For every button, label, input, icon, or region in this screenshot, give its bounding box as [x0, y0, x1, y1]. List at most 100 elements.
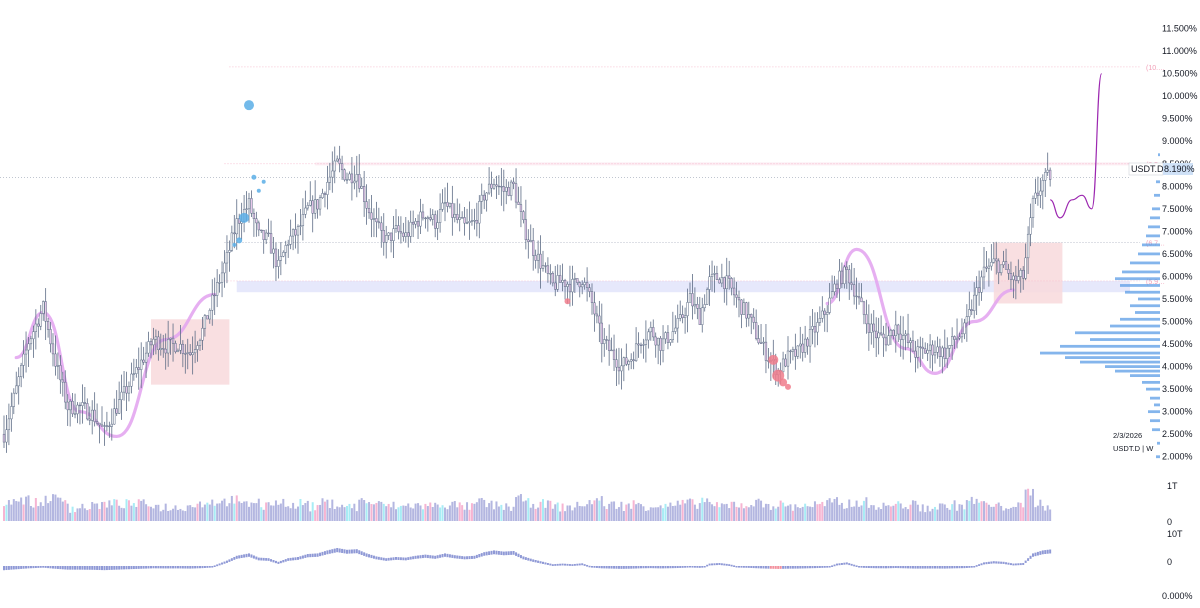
oscillator-bar	[493, 550, 495, 555]
candle-body	[159, 348, 162, 350]
candle-body	[997, 260, 1000, 274]
volume-bar	[951, 504, 954, 521]
profile-bar	[1158, 153, 1160, 157]
oscillator-bar	[485, 551, 488, 556]
oscillator-bar	[431, 555, 434, 559]
oscillator-bar	[108, 566, 111, 570]
oscillator-bar	[409, 556, 412, 560]
oscillator-bar	[787, 566, 789, 569]
volume-bar	[407, 503, 410, 521]
oscillator-bar	[593, 566, 596, 568]
volume-bar	[434, 502, 437, 521]
profile-bar	[1090, 338, 1160, 341]
oscillator-bar	[929, 566, 932, 569]
oscillator-bar	[49, 566, 52, 569]
candle-body	[1009, 273, 1013, 280]
oscillator-bar	[439, 554, 442, 558]
candle-body	[147, 341, 150, 354]
volume-bar	[919, 511, 922, 521]
oscillator-bar	[274, 560, 277, 564]
volume-bar	[916, 504, 919, 521]
candle-body	[617, 366, 621, 372]
candle-body	[441, 202, 444, 210]
volume-bar	[478, 498, 481, 521]
candle-body	[274, 248, 278, 267]
oscillator-bar	[701, 566, 704, 568]
y-tick-label: 6.000%	[1162, 271, 1193, 281]
volume-bar	[720, 503, 723, 521]
volume-bar	[397, 507, 400, 521]
volume-bar	[747, 507, 750, 521]
oscillator-bar	[728, 564, 731, 566]
candle-body	[15, 385, 18, 394]
candle-body	[169, 337, 172, 340]
volume-bar	[282, 498, 285, 521]
candle-body	[42, 301, 45, 314]
volume-bar	[91, 502, 94, 521]
volume-bar	[850, 506, 853, 521]
volume-bar	[140, 500, 143, 521]
oscillator-bar	[69, 566, 72, 570]
oscillator-bar	[201, 566, 204, 569]
volume-bar	[250, 502, 253, 521]
candle-body	[323, 193, 327, 195]
volume-bar	[764, 503, 767, 521]
oscillator-bar	[826, 566, 829, 568]
candle-body	[416, 220, 420, 227]
oscillator-bar	[510, 551, 513, 555]
candle-body	[696, 304, 699, 309]
oscillator-bar	[64, 566, 67, 570]
candle-body	[470, 220, 474, 222]
oscillator-bar	[836, 563, 838, 566]
volume-bar	[640, 504, 642, 521]
oscillator-bar	[186, 566, 189, 569]
oscillator-bar	[488, 551, 491, 556]
volume-bar	[152, 508, 155, 521]
volume-bar	[279, 503, 282, 521]
oscillator-bar	[338, 548, 341, 553]
oscillator-bar	[875, 566, 878, 569]
oscillator-bar	[622, 566, 625, 569]
volume-bar	[446, 509, 449, 521]
y-tick-label: 6.500%	[1162, 249, 1193, 259]
oscillator-bar	[564, 563, 567, 566]
oscillator-bar	[348, 549, 351, 554]
volume-bar	[399, 505, 402, 521]
oscillator-bar	[42, 566, 45, 568]
volume-bar	[429, 502, 432, 521]
candle-body	[551, 273, 554, 284]
oscillator-bar	[865, 566, 868, 568]
candle-body	[818, 318, 822, 323]
volume-bar	[10, 504, 13, 521]
candle-body	[510, 181, 513, 196]
oscillator-bar	[1036, 551, 1039, 556]
volume-pane	[3, 488, 1052, 521]
candle-body	[1022, 269, 1025, 279]
oscillator-bar	[32, 566, 35, 569]
oscillator-bar	[191, 566, 194, 569]
oscillator-bar	[323, 551, 326, 555]
oscillator-bar	[963, 566, 966, 569]
volume-bar	[86, 510, 89, 521]
volume-bar	[826, 500, 829, 521]
volume-bar	[29, 506, 32, 521]
candle-body	[1036, 192, 1040, 196]
volume-bar	[897, 501, 900, 521]
candle-body	[451, 203, 454, 218]
profile-bar	[1138, 252, 1160, 256]
candle-body	[193, 349, 197, 354]
candle-body	[943, 347, 946, 359]
oscillator-bar	[199, 566, 201, 569]
volume-bar	[453, 501, 456, 521]
candle-body	[1039, 190, 1042, 196]
oscillator-bar	[174, 566, 177, 569]
oscillator-bar	[470, 555, 473, 559]
candle-body	[919, 346, 922, 348]
volume-bar	[742, 508, 745, 521]
candle-body	[916, 346, 920, 358]
oscillator-bar	[1027, 558, 1030, 561]
candle-body	[688, 293, 692, 303]
volume-bar	[1044, 510, 1047, 521]
oscillator-bar	[671, 566, 674, 569]
